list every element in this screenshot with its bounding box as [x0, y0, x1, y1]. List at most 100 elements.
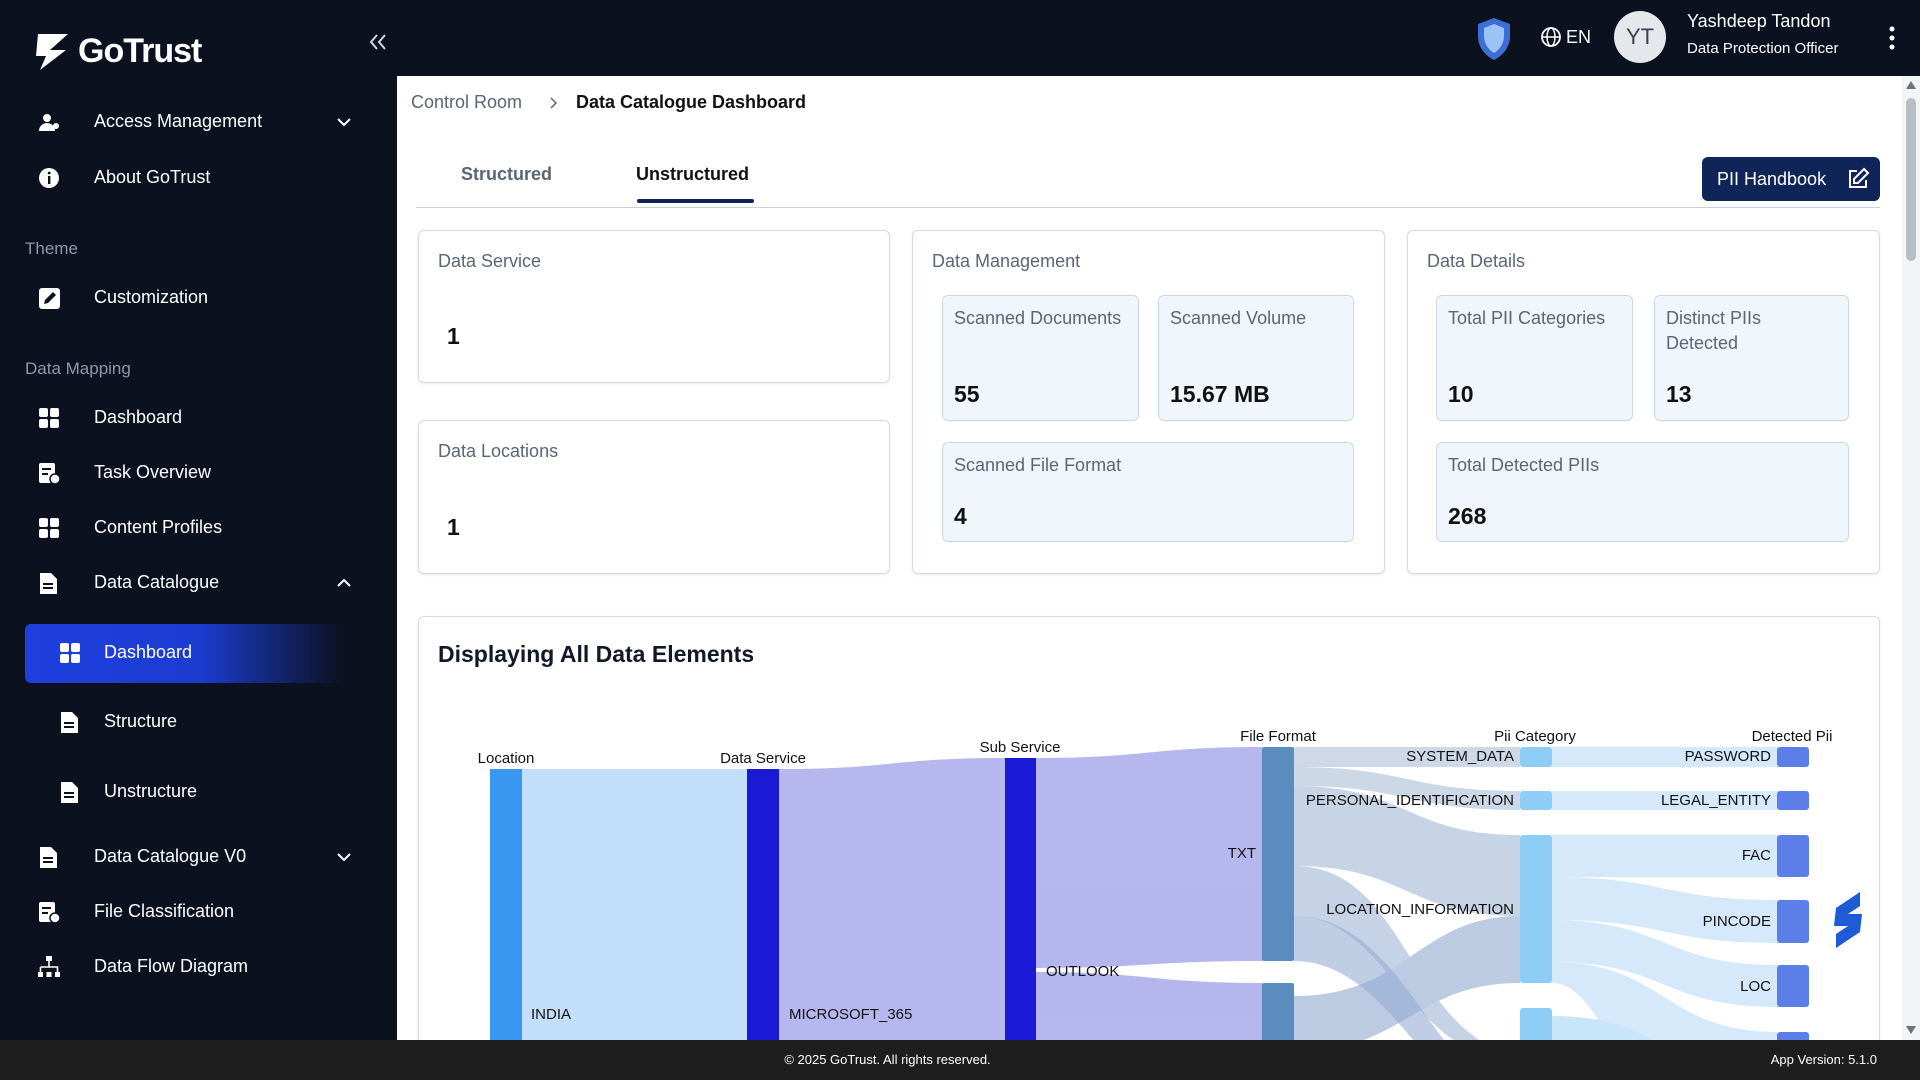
sankey-label: Pii Category	[1494, 728, 1576, 745]
breadcrumb-current: Data Catalogue Dashboard	[576, 92, 807, 112]
sankey-title: Displaying All Data Elements	[438, 641, 755, 667]
sankey-label: PASSWORD	[1685, 748, 1772, 765]
active-item-bg	[25, 624, 343, 683]
scroll-thumb[interactable]	[1906, 98, 1916, 261]
app-version: App Version: 5.1.0	[1770, 1052, 1877, 1067]
menu-icon	[61, 782, 78, 803]
menu-item[interactable]: About GoTrust	[94, 167, 211, 187]
menu-icon	[39, 114, 59, 131]
globe-icon	[1541, 27, 1561, 47]
footer: © 2025 GoTrust. All rights reserved. App…	[0, 1040, 1920, 1080]
tab-divider	[416, 207, 1880, 208]
scroll-down[interactable]	[1906, 1026, 1916, 1034]
breadcrumb-sep	[550, 97, 558, 109]
expand-chevron[interactable]	[336, 117, 352, 127]
sidebar: GoTrust Access Management About GoTrust Th…	[0, 0, 397, 1040]
pii-handbook-button[interactable]: PII Handbook	[1702, 157, 1880, 201]
stat-value: 15.67 MB	[1170, 381, 1270, 407]
sankey-label: OUTLOOK	[1046, 963, 1119, 980]
menu-item[interactable]: Task Overview	[94, 462, 212, 482]
menu-item[interactable]: Data Flow Diagram	[94, 956, 249, 976]
stat-box: Total Detected PIIs 268	[1436, 442, 1849, 542]
menu-icon	[39, 288, 60, 309]
brand: GoTrust	[78, 32, 202, 70]
stat-value: 4	[954, 503, 967, 529]
menu-icon	[39, 518, 59, 538]
menu-icon	[40, 573, 57, 594]
stat-box: Total PII Categories 10	[1436, 295, 1633, 421]
card-value: 1	[447, 514, 460, 540]
stat-value: 13	[1666, 381, 1692, 407]
sankey-label: Detected Pii	[1752, 728, 1833, 745]
user-role: Data Protection Officer	[1687, 40, 1839, 57]
menu-item[interactable]: File Classification	[94, 901, 235, 921]
sankey-label: MICROSOFT_365	[789, 1006, 912, 1023]
sankey-label: Data Service	[720, 750, 806, 767]
card-title: Data Details	[1427, 251, 1526, 271]
top-bar: EN YT Yashdeep Tandon Data Protection Of…	[397, 0, 1920, 76]
sankey-diagram: Location Data Service Sub Service File Form…	[478, 728, 1862, 1055]
scroll-up[interactable]	[1906, 81, 1916, 89]
more-menu[interactable]	[1887, 24, 1897, 52]
stat-value: 10	[1448, 381, 1474, 407]
sankey-label: File Format	[1240, 728, 1317, 745]
stat-label: Scanned Volume	[1170, 308, 1307, 328]
stat-box: Distinct PIIs Detected 13	[1654, 295, 1849, 421]
sankey-label: Sub Service	[980, 739, 1061, 756]
stat-value: 55	[954, 381, 980, 407]
stat-box: Scanned Volume 15.67 MB	[1158, 295, 1354, 421]
card-value: 1	[447, 323, 460, 349]
avatar[interactable]: YT	[1614, 11, 1666, 63]
stat-label: Scanned File Format	[954, 455, 1122, 475]
menu-icon	[39, 463, 61, 485]
menu-item[interactable]: Customization	[94, 287, 209, 307]
menu-item[interactable]: Data Catalogue	[94, 572, 220, 592]
tab-underline	[637, 199, 754, 203]
scrollbar[interactable]	[1902, 76, 1920, 1040]
section-heading: Theme	[25, 239, 78, 258]
collapse-button[interactable]	[366, 30, 390, 54]
sankey-label: PINCODE	[1703, 913, 1771, 930]
expand-chevron[interactable]	[336, 852, 352, 862]
logo-icon	[36, 34, 68, 70]
button-label: PII Handbook	[1717, 169, 1827, 189]
section-heading: Data Mapping	[25, 359, 131, 378]
stat-label: Scanned Documents	[954, 308, 1122, 328]
menu-item[interactable]: Structure	[104, 711, 178, 731]
stat-box: Scanned File Format 4	[942, 442, 1354, 542]
menu-item[interactable]: Dashboard	[104, 642, 193, 662]
shield-icon[interactable]	[1474, 14, 1514, 62]
sankey-label: Location	[478, 750, 535, 767]
user-name: Yashdeep Tandon	[1687, 11, 1831, 31]
menu-icon	[38, 956, 60, 977]
stat-label: Distinct PIIs Detected	[1666, 308, 1762, 353]
stat-label: Total Detected PIIs	[1448, 455, 1600, 475]
tab[interactable]: Structured	[461, 164, 553, 184]
sankey-label: LEGAL_ENTITY	[1661, 792, 1771, 809]
breadcrumb-link[interactable]: Control Room	[411, 92, 523, 112]
floating-logo[interactable]	[1834, 892, 1862, 948]
sankey-label: PERSONAL_IDENTIFICATION	[1306, 792, 1514, 809]
menu-item[interactable]: Access Management	[94, 111, 263, 131]
menu-item[interactable]: Dashboard	[94, 407, 183, 427]
sankey-label: LOCATION_INFORMATION	[1326, 901, 1514, 918]
sankey-label: FAC	[1742, 847, 1771, 864]
language[interactable]: EN	[1566, 27, 1592, 47]
stat-label: Total PII Categories	[1448, 308, 1606, 328]
menu-icon	[40, 847, 57, 868]
stat-value: 268	[1448, 503, 1487, 529]
menu-item[interactable]: Unstructure	[104, 781, 198, 801]
data-service-card: Data Service 1	[418, 230, 890, 383]
tab-active[interactable]: Unstructured	[636, 164, 750, 184]
card-label: Data Locations	[438, 441, 559, 461]
sankey-label: LOC	[1740, 978, 1771, 995]
menu-icon	[39, 168, 59, 188]
expand-chevron[interactable]	[336, 578, 352, 588]
menu-icon	[61, 712, 78, 733]
sankey-label: TXT	[1228, 845, 1256, 862]
stat-box: Scanned Documents 55	[942, 295, 1139, 421]
sankey-card: Displaying All Data Elements	[418, 616, 1880, 1056]
menu-item[interactable]: Content Profiles	[94, 517, 223, 537]
menu-item[interactable]: Data Catalogue V0	[94, 846, 247, 866]
